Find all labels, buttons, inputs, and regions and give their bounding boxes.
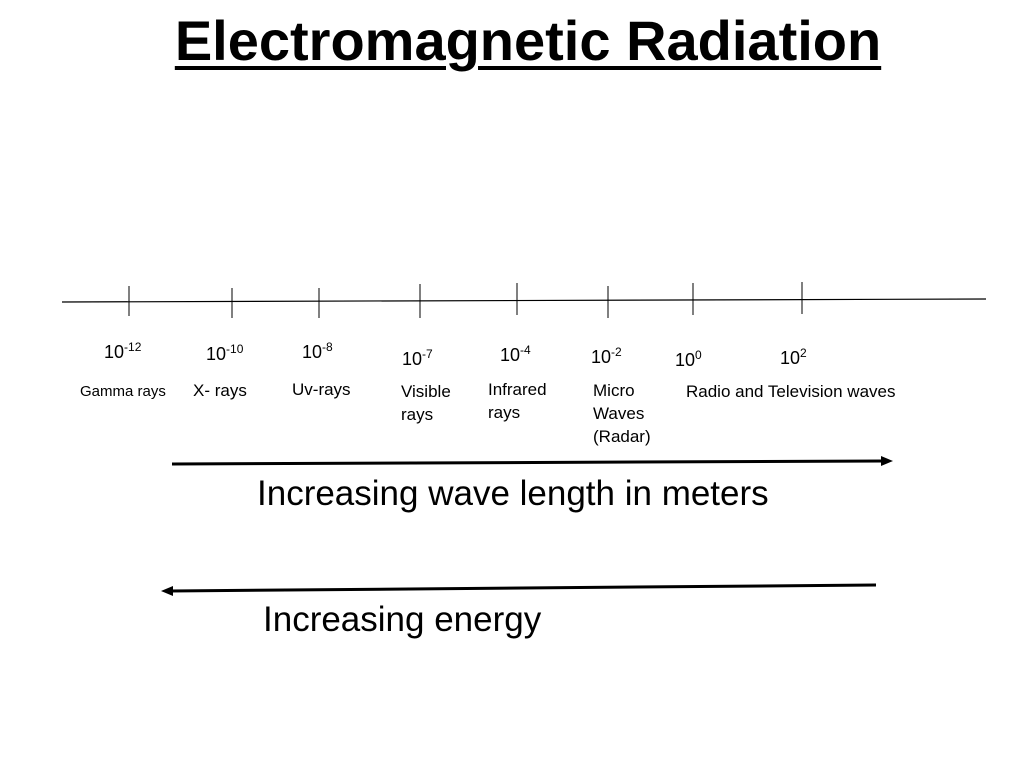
exponent-label: 10-12 bbox=[104, 340, 142, 362]
wavelength-caption: Increasing wave length in meters bbox=[257, 474, 769, 513]
band-label-uv: Uv-rays bbox=[292, 380, 351, 399]
band-label-radio-tv: Radio and Television waves bbox=[686, 382, 896, 401]
exponent-label: 10-10 bbox=[206, 342, 244, 364]
band-label-visible: Visible rays bbox=[401, 382, 451, 424]
band-label-microwave: Micro Waves (Radar) bbox=[593, 381, 651, 446]
wavelength-arrow-line bbox=[171, 459, 885, 466]
exponent-label: 102 bbox=[780, 346, 807, 368]
slide-title: Electromagnetic Radiation bbox=[174, 9, 882, 72]
exponent-label: 10-2 bbox=[591, 345, 622, 367]
band-label-xray: X- rays bbox=[193, 381, 247, 400]
energy-arrow-line bbox=[169, 583, 877, 593]
band-label-gamma: Gamma rays bbox=[80, 383, 166, 400]
wavelength-arrow-head bbox=[881, 456, 893, 466]
exponent-label: 10-4 bbox=[500, 343, 531, 365]
exponent-label: 100 bbox=[675, 348, 702, 370]
scale-axis-line bbox=[61, 298, 987, 303]
band-label-infrared: Infrared rays bbox=[488, 380, 547, 422]
energy-arrow-head bbox=[161, 586, 173, 596]
exponent-label: 10-7 bbox=[402, 347, 433, 369]
energy-caption: Increasing energy bbox=[263, 600, 542, 639]
exponent-label: 10-8 bbox=[302, 340, 333, 362]
